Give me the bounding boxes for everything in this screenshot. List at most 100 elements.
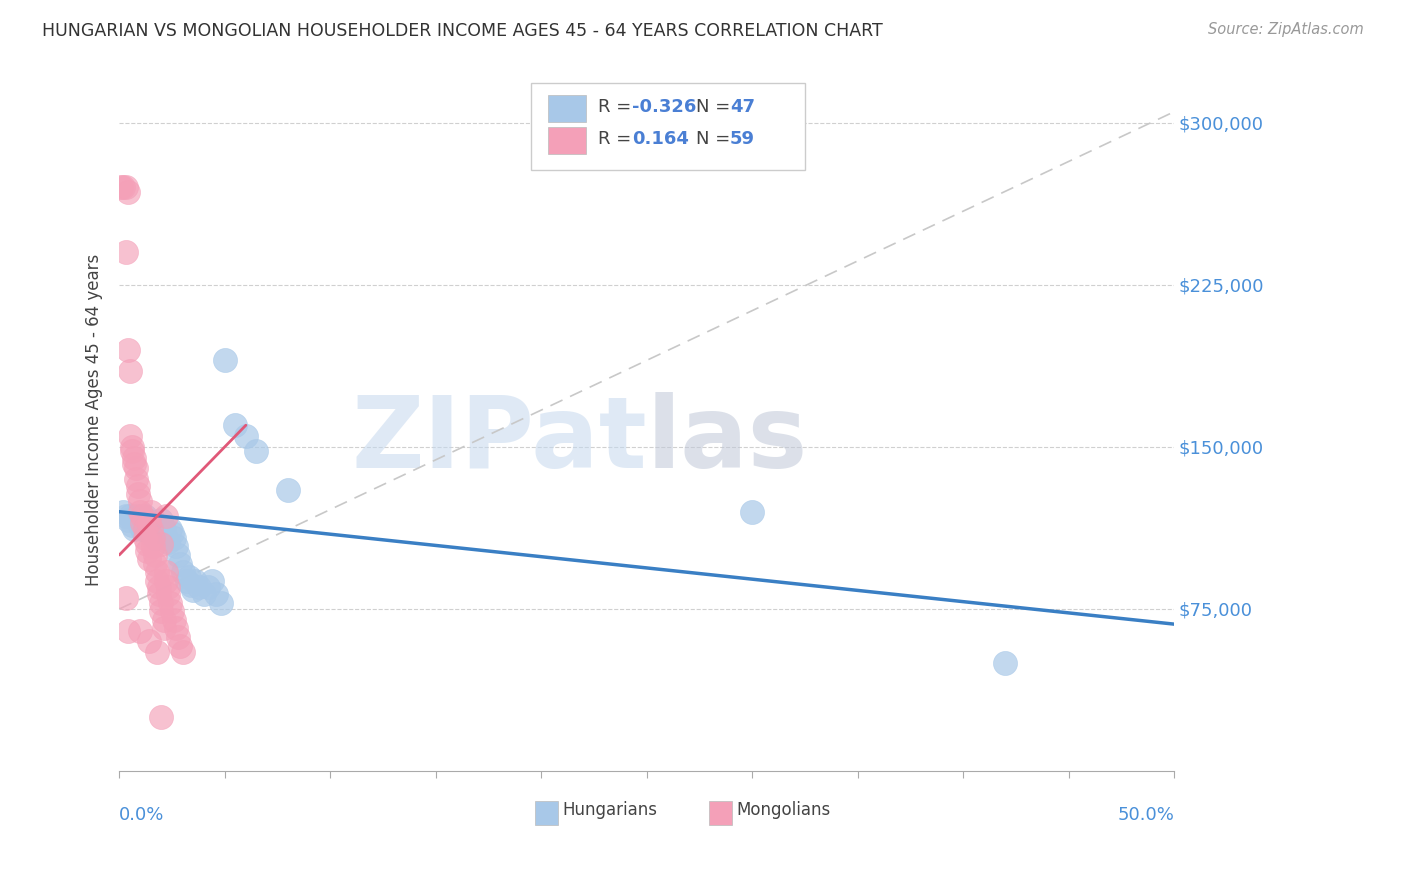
Point — [127, 479, 149, 493]
Point — [209, 595, 232, 609]
Point — [112, 180, 135, 194]
Text: R =: R = — [598, 98, 637, 116]
Point — [117, 185, 139, 199]
Point — [163, 613, 186, 627]
Point — [138, 522, 160, 536]
Point — [134, 522, 156, 536]
Point — [155, 574, 177, 588]
Point — [152, 613, 174, 627]
Point — [125, 472, 148, 486]
Point — [150, 710, 173, 724]
Point — [155, 531, 177, 545]
Point — [121, 517, 143, 532]
Text: las: las — [647, 392, 808, 490]
Point — [167, 548, 190, 562]
Point — [155, 566, 177, 580]
Point — [114, 591, 136, 606]
FancyBboxPatch shape — [547, 127, 585, 153]
Point — [193, 587, 215, 601]
Point — [110, 180, 132, 194]
Text: 0.0%: 0.0% — [120, 806, 165, 824]
Point — [125, 461, 148, 475]
Point — [184, 574, 207, 588]
Point — [138, 634, 160, 648]
Point — [122, 457, 145, 471]
Point — [135, 543, 157, 558]
Text: HUNGARIAN VS MONGOLIAN HOUSEHOLDER INCOME AGES 45 - 64 YEARS CORRELATION CHART: HUNGARIAN VS MONGOLIAN HOUSEHOLDER INCOM… — [42, 22, 883, 40]
Point — [135, 537, 157, 551]
Point — [118, 509, 141, 524]
Point — [156, 535, 179, 549]
Point — [169, 557, 191, 571]
Point — [148, 526, 170, 541]
FancyBboxPatch shape — [534, 801, 558, 824]
Text: 50.0%: 50.0% — [1118, 806, 1174, 824]
Point — [143, 548, 166, 562]
Point — [156, 587, 179, 601]
Point — [134, 531, 156, 545]
Point — [172, 566, 194, 580]
Point — [118, 364, 141, 378]
Point — [142, 531, 165, 545]
Point — [160, 604, 183, 618]
Point — [214, 353, 236, 368]
Point — [146, 522, 169, 536]
FancyBboxPatch shape — [709, 801, 733, 824]
Text: N =: N = — [696, 98, 737, 116]
Point — [169, 639, 191, 653]
Point — [176, 574, 198, 588]
Point — [134, 509, 156, 524]
Point — [172, 645, 194, 659]
Point — [160, 526, 183, 541]
Point — [127, 487, 149, 501]
Text: 0.164: 0.164 — [631, 129, 689, 148]
Point — [150, 537, 173, 551]
Point — [156, 580, 179, 594]
Text: ZIPat: ZIPat — [352, 392, 647, 490]
Text: 47: 47 — [730, 98, 755, 116]
Point — [159, 522, 181, 536]
Point — [131, 522, 153, 536]
Point — [131, 516, 153, 530]
Point — [165, 622, 187, 636]
Point — [142, 517, 165, 532]
Point — [139, 505, 162, 519]
Text: Mongolians: Mongolians — [737, 801, 831, 819]
Point — [117, 624, 139, 638]
Point — [139, 526, 162, 541]
Point — [197, 580, 219, 594]
Point — [152, 522, 174, 536]
Point — [146, 566, 169, 580]
Point — [741, 505, 763, 519]
Point — [129, 494, 152, 508]
Point — [150, 604, 173, 618]
Point — [277, 483, 299, 497]
FancyBboxPatch shape — [530, 83, 804, 170]
Point — [129, 624, 152, 638]
Point — [152, 622, 174, 636]
Point — [122, 450, 145, 465]
Point — [205, 587, 228, 601]
Point — [180, 578, 202, 592]
Point — [114, 180, 136, 194]
Text: R =: R = — [598, 129, 637, 148]
Text: -0.326: -0.326 — [631, 98, 696, 116]
Point — [146, 574, 169, 588]
Point — [235, 429, 257, 443]
Point — [167, 630, 190, 644]
Point — [994, 656, 1017, 670]
Point — [129, 517, 152, 532]
Point — [127, 513, 149, 527]
Point — [181, 582, 204, 597]
Point — [122, 522, 145, 536]
Point — [139, 522, 162, 536]
Point — [114, 245, 136, 260]
Point — [118, 429, 141, 443]
Point — [121, 444, 143, 458]
Y-axis label: Householder Income Ages 45 - 64 years: Householder Income Ages 45 - 64 years — [86, 253, 103, 586]
Point — [138, 516, 160, 530]
Point — [224, 418, 246, 433]
Point — [155, 509, 177, 524]
Point — [117, 343, 139, 357]
Point — [177, 569, 200, 583]
